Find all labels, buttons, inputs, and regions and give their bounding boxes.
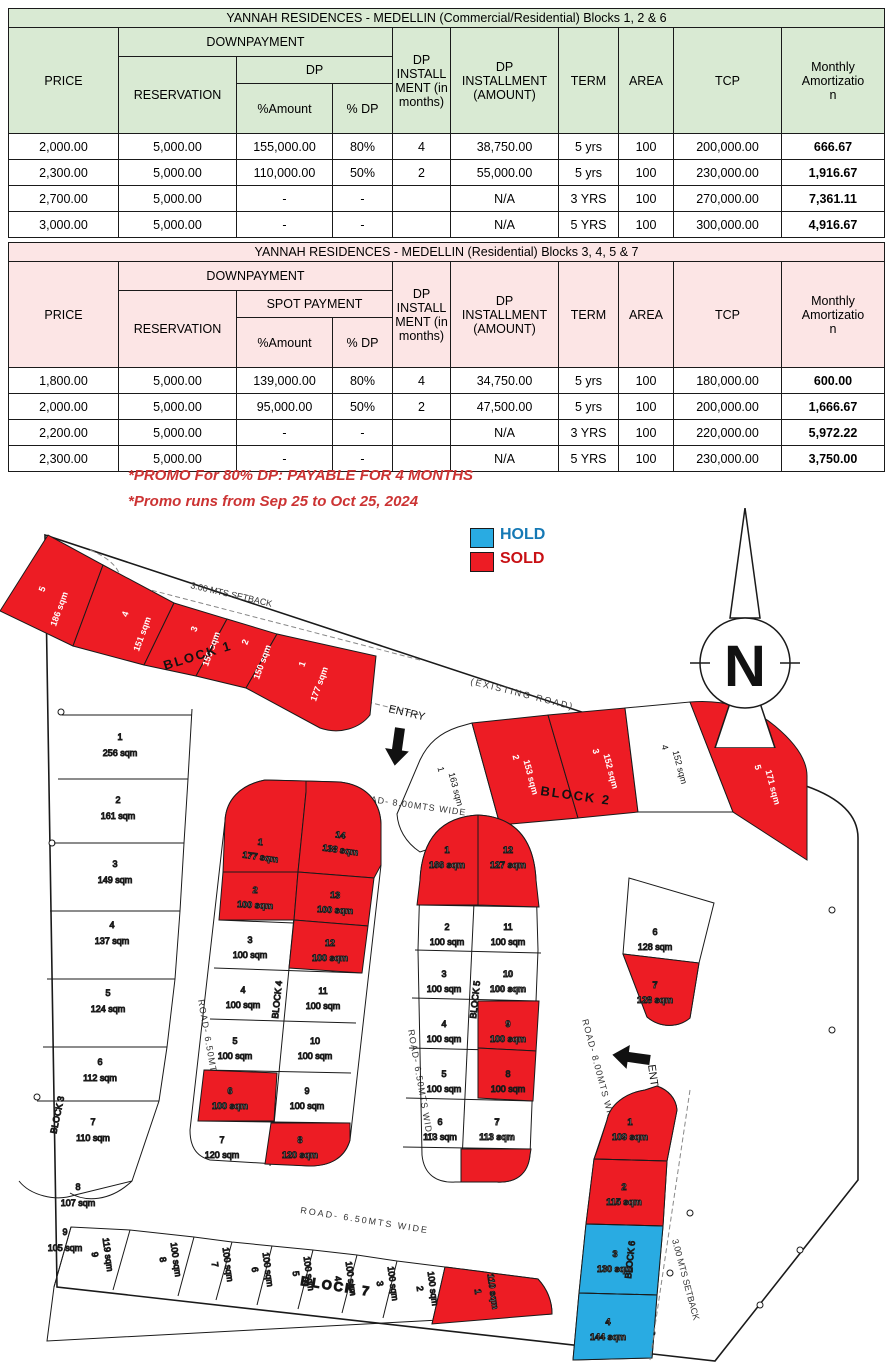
- svg-text:3: 3: [375, 1280, 386, 1286]
- svg-text:2: 2: [115, 795, 120, 805]
- svg-text:7: 7: [219, 1135, 224, 1145]
- svg-text:7: 7: [494, 1117, 499, 1127]
- svg-text:109 sqm: 109 sqm: [612, 1132, 648, 1142]
- svg-text:119 sqm: 119 sqm: [101, 1237, 116, 1272]
- svg-text:1: 1: [627, 1117, 632, 1127]
- svg-text:7: 7: [210, 1261, 221, 1267]
- svg-text:ENTRY: ENTRY: [387, 703, 426, 723]
- svg-text:2: 2: [415, 1285, 426, 1291]
- svg-text:4: 4: [240, 985, 245, 995]
- svg-text:137 sqm: 137 sqm: [95, 936, 130, 946]
- svg-text:112 sqm: 112 sqm: [83, 1073, 117, 1083]
- svg-text:120 sqm: 120 sqm: [282, 1150, 318, 1160]
- svg-text:100 sqm: 100 sqm: [427, 1084, 462, 1094]
- svg-text:9: 9: [505, 1019, 510, 1029]
- svg-text:6: 6: [97, 1057, 102, 1067]
- svg-text:2: 2: [252, 885, 258, 895]
- svg-text:100 sqm: 100 sqm: [169, 1242, 184, 1278]
- svg-text:6: 6: [652, 927, 657, 937]
- svg-text:100 sqm: 100 sqm: [226, 1000, 261, 1010]
- svg-text:7: 7: [652, 980, 657, 990]
- svg-text:100 sqm: 100 sqm: [491, 1084, 526, 1094]
- svg-text:166 sqm: 166 sqm: [429, 860, 465, 870]
- svg-text:100 sqm: 100 sqm: [298, 1051, 333, 1061]
- svg-text:12: 12: [503, 845, 513, 855]
- svg-text:3: 3: [441, 969, 446, 979]
- svg-text:3: 3: [612, 1249, 617, 1259]
- svg-text:4: 4: [441, 1019, 446, 1029]
- svg-text:100 sqm: 100 sqm: [427, 1034, 462, 1044]
- svg-text:8: 8: [75, 1182, 80, 1192]
- svg-text:127 sqm: 127 sqm: [490, 860, 526, 870]
- svg-text:BLOCK 4: BLOCK 4: [270, 980, 284, 1019]
- svg-text:100 sqm: 100 sqm: [312, 953, 348, 963]
- svg-text:100 sqm: 100 sqm: [386, 1266, 401, 1302]
- svg-text:1: 1: [117, 732, 122, 742]
- svg-text:100 sqm: 100 sqm: [490, 1034, 526, 1044]
- svg-text:6: 6: [250, 1266, 261, 1272]
- svg-text:5: 5: [105, 988, 110, 998]
- svg-text:120 sqm: 120 sqm: [205, 1150, 240, 1160]
- svg-text:3: 3: [112, 859, 117, 869]
- svg-text:124 sqm: 124 sqm: [91, 1004, 126, 1014]
- svg-text:5: 5: [441, 1069, 446, 1079]
- svg-text:128 sqm: 128 sqm: [638, 942, 673, 952]
- svg-text:3: 3: [247, 935, 252, 945]
- svg-text:1: 1: [444, 845, 449, 855]
- svg-text:5: 5: [232, 1036, 237, 1046]
- svg-text:100 sqm: 100 sqm: [212, 1101, 248, 1111]
- svg-text:2: 2: [444, 922, 449, 932]
- svg-text:128 sqm: 128 sqm: [637, 995, 673, 1005]
- svg-text:8: 8: [158, 1256, 169, 1262]
- svg-text:100 sqm: 100 sqm: [233, 950, 268, 960]
- svg-text:161 sqm: 161 sqm: [101, 811, 136, 821]
- svg-text:107 sqm: 107 sqm: [61, 1198, 96, 1208]
- svg-text:100 sqm: 100 sqm: [490, 984, 526, 994]
- svg-text:100 sqm: 100 sqm: [427, 984, 462, 994]
- svg-text:2: 2: [621, 1182, 626, 1192]
- svg-text:13: 13: [330, 890, 341, 901]
- svg-text:256 sqm: 256 sqm: [103, 748, 138, 758]
- svg-text:10: 10: [310, 1036, 320, 1046]
- svg-text:9: 9: [90, 1251, 101, 1257]
- svg-text:10: 10: [503, 969, 513, 979]
- svg-text:100 sqm: 100 sqm: [218, 1051, 253, 1061]
- svg-text:9: 9: [62, 1227, 67, 1237]
- svg-text:4: 4: [605, 1317, 610, 1327]
- svg-text:100 sqm: 100 sqm: [306, 1001, 341, 1011]
- svg-text:115 sqm: 115 sqm: [606, 1197, 642, 1207]
- svg-text:100 sqm: 100 sqm: [491, 937, 526, 947]
- svg-text:9: 9: [304, 1086, 309, 1096]
- svg-text:6: 6: [437, 1117, 442, 1127]
- svg-text:100 sqm: 100 sqm: [237, 899, 274, 911]
- svg-text:3.00 MTS SETBACK: 3.00 MTS SETBACK: [670, 1238, 701, 1321]
- svg-text:113 sqm: 113 sqm: [479, 1132, 515, 1142]
- svg-text:6: 6: [227, 1086, 232, 1096]
- svg-text:110 sqm: 110 sqm: [76, 1133, 110, 1143]
- svg-text:100 sqm: 100 sqm: [290, 1101, 325, 1111]
- svg-text:144 sqm: 144 sqm: [590, 1332, 626, 1342]
- svg-text:(EXISTING ROAD): (EXISTING ROAD): [470, 676, 576, 711]
- svg-text:11: 11: [503, 922, 512, 932]
- svg-text:5: 5: [291, 1270, 302, 1276]
- svg-text:100 sqm: 100 sqm: [317, 904, 354, 916]
- svg-text:8: 8: [505, 1069, 510, 1079]
- svg-text:149 sqm: 149 sqm: [98, 875, 133, 885]
- svg-text:100 sqm: 100 sqm: [430, 937, 465, 947]
- svg-text:14: 14: [335, 829, 346, 840]
- svg-text:3.00 MTS SETBACK: 3.00 MTS SETBACK: [190, 580, 274, 609]
- svg-text:N: N: [724, 634, 766, 699]
- svg-text:ROAD- 6.50MTS WIDE: ROAD- 6.50MTS WIDE: [300, 1205, 430, 1235]
- svg-text:100 sqm: 100 sqm: [426, 1271, 441, 1307]
- svg-text:12: 12: [325, 938, 335, 948]
- svg-text:113 sqm: 113 sqm: [423, 1132, 457, 1142]
- svg-text:7: 7: [90, 1117, 95, 1127]
- svg-text:11: 11: [318, 986, 327, 996]
- svg-text:4: 4: [109, 920, 114, 930]
- svg-text:8: 8: [297, 1135, 302, 1145]
